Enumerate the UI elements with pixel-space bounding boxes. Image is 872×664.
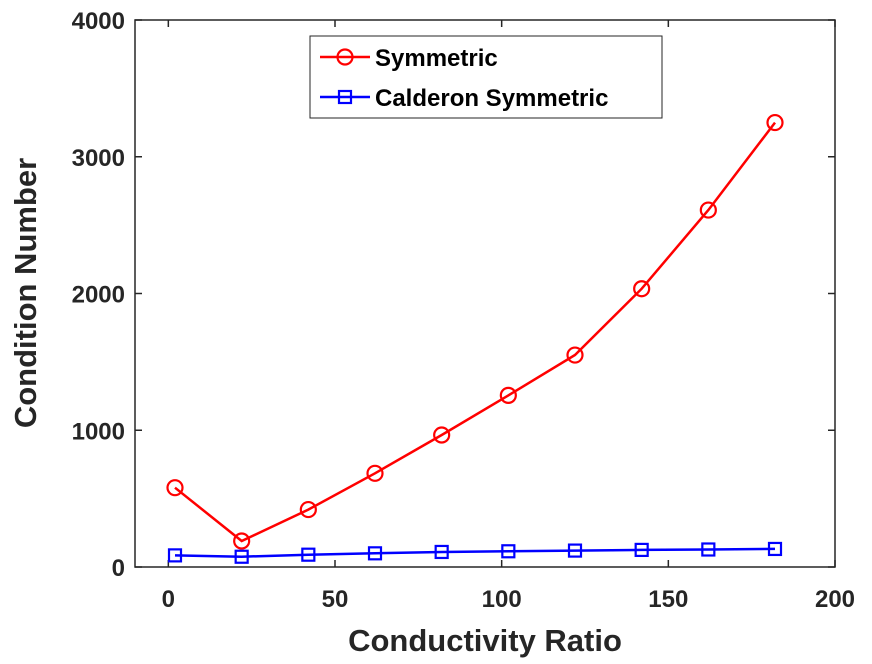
legend-item: Symmetric xyxy=(320,45,498,72)
legend-marker xyxy=(337,89,353,105)
series-2 xyxy=(167,541,783,564)
data-point xyxy=(234,549,249,564)
x-tick-label: 200 xyxy=(815,586,855,613)
legend-item: Calderon Symmetric xyxy=(320,85,608,112)
data-point xyxy=(634,542,649,558)
y-tick-label: 3000 xyxy=(72,145,125,172)
data-point xyxy=(367,546,383,561)
legend: Symmetric Calderon Symmetric xyxy=(309,35,663,119)
x-tick-label: 0 xyxy=(162,586,175,613)
y-axis-title: Condition Number xyxy=(8,158,43,428)
data-point xyxy=(166,479,184,497)
data-point xyxy=(499,386,517,404)
y-tick-label: 4000 xyxy=(72,8,125,35)
data-point xyxy=(699,201,717,219)
legend-label: Symmetric xyxy=(375,45,498,72)
series-line xyxy=(174,121,776,543)
x-tick-label: 50 xyxy=(322,586,349,613)
data-point xyxy=(167,548,183,563)
data-point xyxy=(501,544,516,559)
data-point xyxy=(366,464,384,482)
legend-label: Calderon Symmetric xyxy=(375,85,608,112)
x-tick-label: 100 xyxy=(482,586,522,613)
data-point xyxy=(633,280,651,298)
x-axis: 0 50 100 150 200 xyxy=(162,20,855,613)
data-point xyxy=(233,532,251,550)
data-point xyxy=(767,541,783,557)
legend-marker xyxy=(336,48,354,66)
data-point xyxy=(701,542,716,557)
x-tick-label: 150 xyxy=(648,586,688,613)
data-point xyxy=(567,543,583,558)
x-axis-title: Conductivity Ratio xyxy=(348,623,622,658)
series-layer xyxy=(166,113,784,564)
y-axis: 0 1000 2000 3000 4000 xyxy=(72,8,835,582)
series-1 xyxy=(166,113,784,550)
legend-box xyxy=(309,35,663,119)
data-point xyxy=(299,500,317,519)
data-point xyxy=(434,544,449,560)
data-point xyxy=(301,547,316,562)
series-line xyxy=(174,547,776,558)
y-tick-label: 1000 xyxy=(72,418,125,445)
y-tick-label: 0 xyxy=(112,555,125,582)
data-point xyxy=(566,346,584,364)
y-tick-label: 2000 xyxy=(72,282,125,309)
data-point xyxy=(433,426,451,444)
data-point xyxy=(766,113,784,132)
